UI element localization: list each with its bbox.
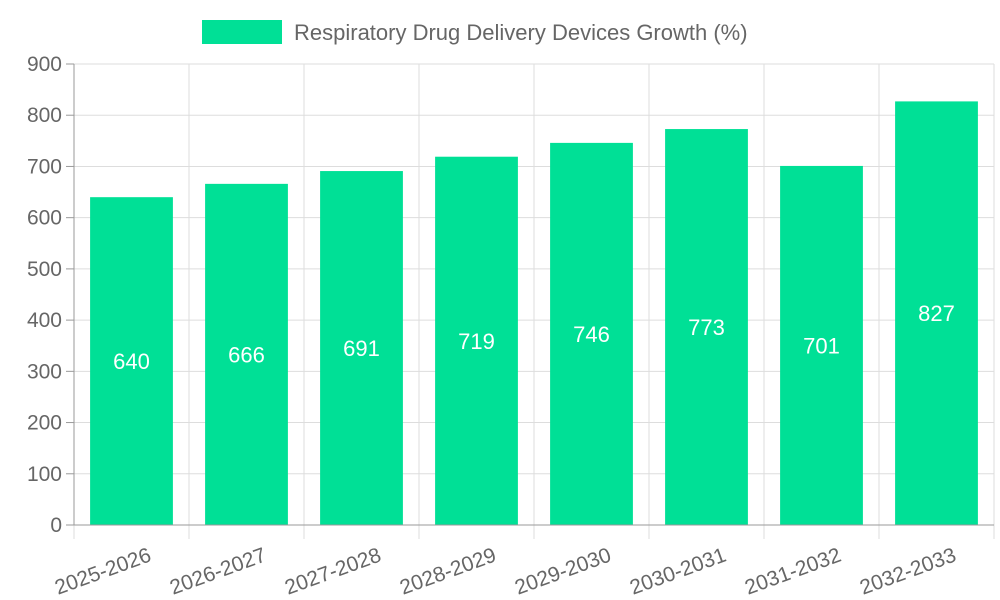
bar-2031-2032[interactable] — [780, 165, 863, 525]
data-label: 746 — [573, 322, 610, 347]
x-tick-label: 2027-2028 — [282, 544, 384, 600]
bar-2028-2029[interactable] — [435, 156, 518, 525]
data-label: 719 — [458, 329, 495, 354]
x-tick-label: 2028-2029 — [397, 544, 499, 600]
data-label: 640 — [113, 349, 150, 374]
y-tick-label: 800 — [27, 104, 62, 127]
bars-layer: 640 666 691 719 746 773 701 827 — [90, 101, 978, 526]
data-label: 701 — [803, 333, 840, 358]
y-tick-label: 600 — [27, 207, 62, 230]
y-tick-label: 100 — [27, 463, 62, 486]
x-tick-label: 2029-2030 — [512, 544, 614, 600]
bar-2030-2031[interactable] — [665, 129, 748, 525]
y-tick-label: 700 — [27, 155, 62, 178]
y-tick-label: 900 — [27, 53, 62, 76]
x-tick-label: 2030-2031 — [627, 544, 729, 600]
bar-2025-2026[interactable] — [90, 197, 173, 525]
bar-2027-2028[interactable] — [320, 171, 403, 525]
y-tick-label: 200 — [27, 412, 62, 435]
legend-label[interactable]: Respiratory Drug Delivery Devices Growth… — [294, 20, 748, 45]
x-tick-label: 2032-2033 — [857, 544, 959, 600]
x-tick-label: 2031-2032 — [742, 544, 844, 600]
x-tick-label: 2025-2026 — [52, 544, 154, 600]
data-label: 691 — [343, 336, 380, 361]
data-label: 773 — [688, 315, 725, 340]
y-tick-label: 500 — [27, 258, 62, 281]
legend[interactable]: Respiratory Drug Delivery Devices Growth… — [202, 20, 748, 45]
y-tick-label: 400 — [27, 309, 62, 332]
data-label: 827 — [918, 301, 955, 326]
legend-swatch[interactable] — [202, 20, 282, 44]
data-label: 666 — [228, 342, 265, 367]
bar-2032-2033[interactable] — [895, 101, 978, 526]
y-tick-label: 300 — [27, 360, 62, 383]
x-tick-label: 2026-2027 — [167, 544, 269, 600]
bar-2026-2027[interactable] — [205, 183, 288, 526]
bar-2029-2030[interactable] — [550, 142, 633, 526]
y-tick-label: 0 — [50, 514, 62, 537]
